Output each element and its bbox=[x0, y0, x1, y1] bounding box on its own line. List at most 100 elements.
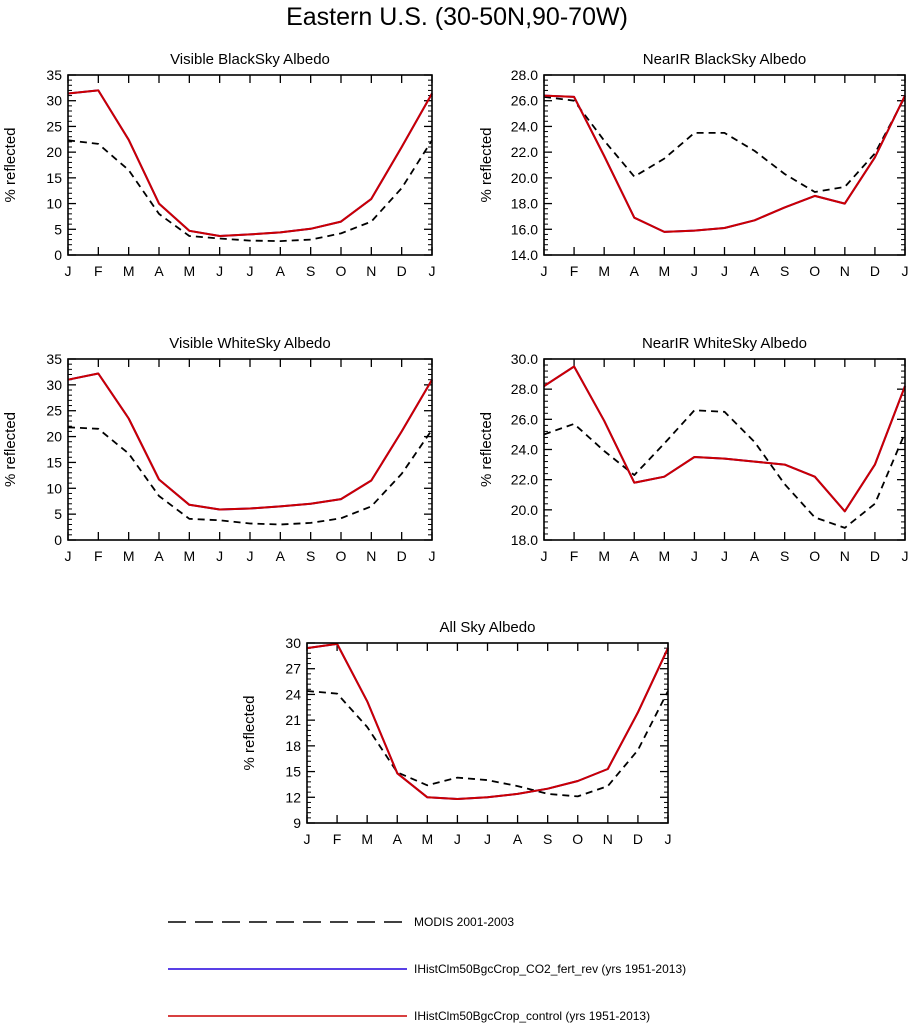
y-tick-label: 27 bbox=[285, 661, 301, 677]
x-tick-label: F bbox=[94, 263, 103, 279]
x-tick-label: F bbox=[570, 548, 579, 564]
x-tick-label: J bbox=[484, 831, 491, 847]
series-line-co2-fert-rev bbox=[543, 365, 906, 513]
series-line-control bbox=[543, 94, 906, 233]
x-tick-label: D bbox=[397, 548, 407, 564]
x-tick-label: O bbox=[336, 548, 347, 564]
y-axis-label: % reflected bbox=[241, 695, 258, 770]
y-axis-label: % reflected bbox=[478, 127, 495, 202]
x-tick-label: N bbox=[366, 548, 376, 564]
series-line-co2-fert-rev bbox=[306, 642, 669, 800]
x-tick-label: D bbox=[870, 263, 880, 279]
panel-title: Visible BlackSky Albedo bbox=[170, 51, 330, 68]
series-line-modis bbox=[306, 690, 669, 798]
x-tick-label: J bbox=[541, 548, 548, 564]
x-tick-label: F bbox=[333, 831, 342, 847]
series-line-control bbox=[543, 365, 906, 513]
x-tick-label: N bbox=[366, 263, 376, 279]
y-tick-label: 18.0 bbox=[511, 196, 538, 212]
y-axis-label: % reflected bbox=[2, 127, 19, 202]
legend-entry-modis: MODIS 2001-2003 bbox=[168, 915, 514, 929]
x-tick-label: J bbox=[216, 548, 223, 564]
y-tick-label: 26.0 bbox=[511, 411, 538, 427]
chart-panel-1: Visible BlackSky Albedo % reflected J F M A M J… bbox=[2, 51, 436, 279]
y-tick-label: 25 bbox=[46, 118, 62, 134]
y-tick-label: 5 bbox=[54, 506, 62, 522]
y-tick-label: 35 bbox=[46, 67, 62, 83]
x-tick-label: A bbox=[630, 263, 640, 279]
plot-frame bbox=[543, 358, 906, 541]
x-tick-label: O bbox=[809, 548, 820, 564]
series-line-modis bbox=[67, 139, 433, 243]
x-tick-label: M bbox=[658, 263, 670, 279]
y-tick-label: 20.0 bbox=[511, 170, 538, 186]
x-tick-label: A bbox=[750, 548, 760, 564]
x-tick-label: A bbox=[513, 831, 523, 847]
y-tick-label: 30.0 bbox=[511, 351, 538, 367]
figure-title: Eastern U.S. (30-50N,90-70W) bbox=[286, 3, 628, 31]
x-tick-label: S bbox=[306, 548, 315, 564]
x-tick-label: M bbox=[123, 548, 135, 564]
x-tick-label: J bbox=[247, 263, 254, 279]
x-tick-label: N bbox=[840, 263, 850, 279]
legend-label-modis: MODIS 2001-2003 bbox=[414, 915, 514, 929]
y-tick-label: 5 bbox=[54, 221, 62, 237]
panel-title: Visible WhiteSky Albedo bbox=[169, 335, 330, 352]
y-tick-label: 15 bbox=[46, 170, 62, 186]
chart-panel-3: Visible WhiteSky Albedo % reflected J F M A M J… bbox=[2, 335, 436, 564]
series-line-modis bbox=[543, 409, 906, 529]
y-tick-label: 22.0 bbox=[511, 144, 538, 160]
legend: MODIS 2001-2003 IHistClm50BgcCrop_CO2_fe… bbox=[168, 915, 686, 1023]
x-tick-label: M bbox=[183, 548, 195, 564]
x-tick-label: J bbox=[65, 263, 72, 279]
y-tick-label: 25 bbox=[46, 403, 62, 419]
x-tick-label: M bbox=[658, 548, 670, 564]
y-tick-label: 30 bbox=[46, 93, 62, 109]
x-tick-label: J bbox=[691, 263, 698, 279]
x-tick-label: A bbox=[154, 548, 164, 564]
x-tick-label: O bbox=[572, 831, 583, 847]
plot-frame bbox=[67, 358, 433, 541]
x-tick-label: J bbox=[454, 831, 461, 847]
x-tick-label: F bbox=[94, 548, 103, 564]
x-tick-label: M bbox=[361, 831, 373, 847]
panel-title: NearIR BlackSky Albedo bbox=[643, 51, 806, 68]
y-tick-label: 28.0 bbox=[511, 67, 538, 83]
x-tick-label: J bbox=[247, 548, 254, 564]
x-tick-label: J bbox=[429, 263, 436, 279]
y-tick-label: 16.0 bbox=[511, 221, 538, 237]
x-tick-label: O bbox=[336, 263, 347, 279]
series-line-co2-fert-rev bbox=[67, 372, 433, 511]
plot-frame bbox=[67, 74, 433, 256]
y-tick-label: 18.0 bbox=[511, 532, 538, 548]
x-tick-label: M bbox=[598, 548, 610, 564]
chart-panels: Visible BlackSky Albedo % reflected J F M A M J… bbox=[2, 51, 909, 847]
y-tick-label: 22.0 bbox=[511, 472, 538, 488]
x-tick-label: A bbox=[154, 263, 164, 279]
x-tick-label: M bbox=[123, 263, 135, 279]
plot-frame bbox=[543, 74, 906, 256]
y-tick-label: 0 bbox=[54, 247, 62, 263]
y-axis-label: % reflected bbox=[2, 412, 19, 487]
series-line-modis bbox=[67, 426, 433, 526]
x-tick-label: J bbox=[216, 263, 223, 279]
x-tick-label: A bbox=[630, 548, 640, 564]
y-tick-label: 9 bbox=[293, 815, 301, 831]
series-line-control bbox=[306, 642, 669, 800]
x-tick-label: O bbox=[809, 263, 820, 279]
x-tick-label: D bbox=[397, 263, 407, 279]
y-tick-label: 15 bbox=[46, 454, 62, 470]
y-tick-label: 35 bbox=[46, 351, 62, 367]
y-tick-label: 20.0 bbox=[511, 502, 538, 518]
y-tick-label: 14.0 bbox=[511, 247, 538, 263]
x-tick-label: M bbox=[598, 263, 610, 279]
y-tick-label: 0 bbox=[54, 532, 62, 548]
y-tick-label: 15 bbox=[285, 764, 301, 780]
chart-panel-4: NearIR WhiteSky Albedo % reflected J F M A M J J… bbox=[478, 335, 909, 564]
y-tick-label: 26.0 bbox=[511, 93, 538, 109]
x-tick-label: F bbox=[570, 263, 579, 279]
y-tick-label: 20 bbox=[46, 144, 62, 160]
